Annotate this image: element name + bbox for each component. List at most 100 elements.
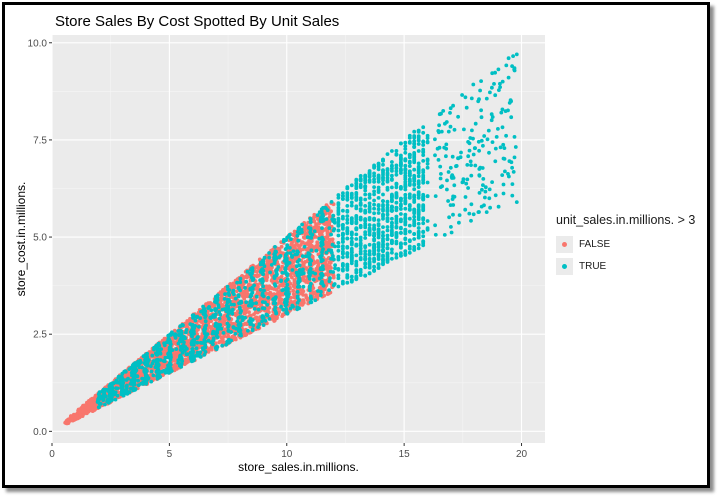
point-true — [196, 353, 201, 358]
point-true — [195, 350, 200, 355]
point-true — [163, 370, 168, 375]
point-true — [211, 342, 215, 347]
point-true — [297, 272, 302, 277]
point-false — [277, 292, 282, 297]
point-true — [452, 183, 457, 188]
point-true — [376, 248, 381, 253]
point-true — [412, 248, 417, 252]
point-true — [381, 192, 385, 197]
x-tick-label: 5 — [167, 449, 173, 460]
point-true — [486, 128, 491, 133]
point-true — [500, 79, 505, 84]
point-true — [258, 287, 263, 292]
point-true — [403, 140, 408, 145]
point-true — [250, 278, 255, 282]
point-true — [451, 203, 456, 207]
point-false — [243, 310, 248, 315]
point-true — [280, 270, 285, 275]
point-true — [403, 144, 408, 149]
point-true — [471, 212, 476, 217]
point-false — [76, 407, 81, 412]
point-true — [381, 243, 385, 248]
point-true — [463, 207, 468, 212]
point-true — [372, 252, 376, 257]
point-true — [381, 230, 385, 235]
point-true — [125, 383, 129, 388]
point-true — [114, 380, 119, 385]
point-false — [162, 364, 167, 369]
point-true — [312, 229, 317, 234]
point-true — [506, 56, 511, 61]
point-true — [308, 284, 312, 289]
point-true — [101, 397, 106, 401]
point-true — [238, 311, 243, 315]
point-true — [403, 199, 408, 204]
point-false — [309, 243, 314, 248]
point-true — [385, 260, 390, 264]
point-true — [473, 163, 478, 168]
point-true — [295, 259, 300, 264]
legend-item-false: FALSE — [556, 233, 695, 255]
point-true — [336, 267, 341, 271]
point-true — [394, 195, 399, 200]
point-true — [345, 217, 350, 222]
point-true — [412, 157, 417, 162]
point-true — [372, 185, 376, 190]
point-true — [464, 181, 469, 186]
point-true — [416, 149, 421, 153]
point-true — [381, 199, 385, 204]
point-false — [279, 274, 284, 279]
point-true — [358, 241, 363, 246]
point-true — [459, 150, 463, 155]
point-false — [90, 408, 95, 413]
point-true — [394, 163, 399, 168]
point-true — [372, 192, 376, 197]
point-true — [394, 185, 399, 190]
point-true — [285, 311, 290, 316]
point-true — [510, 182, 515, 187]
point-true — [394, 191, 399, 195]
point-true — [506, 172, 510, 176]
point-false — [248, 324, 253, 329]
point-false — [290, 240, 295, 244]
point-true — [202, 329, 207, 333]
point-true — [412, 167, 417, 172]
point-true — [363, 209, 368, 214]
point-true — [215, 335, 220, 340]
point-true — [390, 228, 394, 233]
point-false — [291, 232, 295, 237]
point-true — [354, 263, 359, 268]
point-true — [354, 192, 359, 197]
point-true — [376, 179, 381, 184]
point-true — [367, 209, 372, 214]
point-true — [332, 257, 336, 262]
point-true — [158, 358, 163, 362]
axes: 0 5 10 15 200.02.55.07.510.0 — [28, 38, 528, 460]
point-true — [349, 259, 354, 263]
point-true — [260, 319, 264, 324]
point-false — [226, 334, 231, 339]
point-true — [399, 196, 403, 201]
point-false — [327, 239, 332, 244]
point-true — [336, 276, 341, 281]
point-true — [390, 247, 394, 252]
point-true — [249, 293, 254, 298]
point-true — [291, 249, 296, 254]
point-false — [312, 212, 317, 217]
point-true — [309, 236, 314, 240]
point-true — [425, 180, 430, 185]
point-true — [112, 392, 116, 397]
point-false — [300, 302, 304, 307]
point-true — [120, 380, 124, 385]
point-false — [281, 312, 285, 317]
point-true — [469, 173, 474, 178]
point-true — [385, 173, 390, 177]
point-false — [292, 244, 297, 248]
point-true — [341, 279, 345, 284]
point-true — [296, 280, 301, 285]
point-true — [142, 361, 147, 365]
point-true — [473, 121, 478, 126]
point-false — [301, 263, 306, 268]
point-true — [354, 178, 359, 183]
point-false — [281, 292, 285, 297]
